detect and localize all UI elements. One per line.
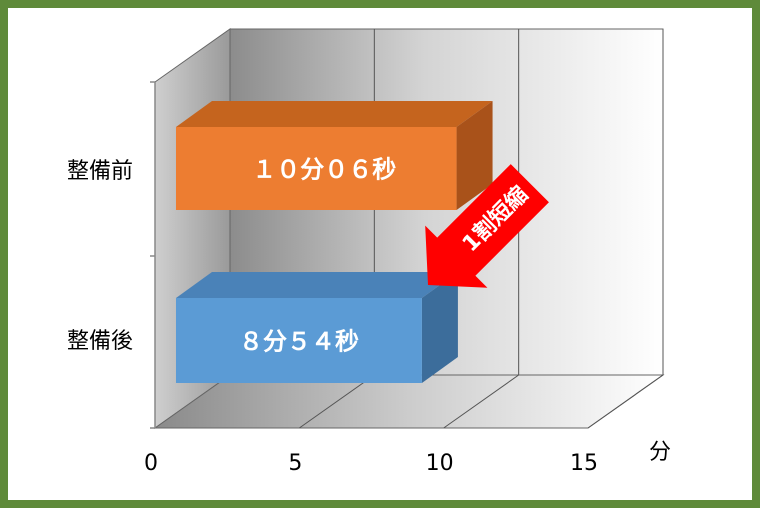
floor-gridline bbox=[299, 374, 375, 429]
floor-gridline bbox=[587, 374, 664, 429]
bar-front-face bbox=[176, 298, 422, 383]
bar-data-label: ８分５４秒 bbox=[239, 328, 359, 356]
x-tick-label: 10 bbox=[426, 451, 454, 476]
bar-1: ８分５４秒 bbox=[176, 272, 458, 383]
category-label-before: 整備前 bbox=[67, 159, 133, 184]
x-tick-label: 15 bbox=[570, 451, 598, 476]
x-tick-label: 0 bbox=[144, 451, 158, 476]
bar-side-face bbox=[421, 272, 458, 383]
bar-top-face bbox=[176, 101, 493, 127]
floor-gridline bbox=[443, 374, 519, 429]
x-axis-label: 分 bbox=[649, 440, 671, 465]
bar-front-face bbox=[176, 127, 457, 210]
bar-data-label: １０分０６秒 bbox=[252, 156, 396, 184]
arrow-shape bbox=[425, 164, 549, 288]
x-tick-label: 5 bbox=[288, 451, 302, 476]
category-label-after: 整備後 bbox=[67, 329, 133, 354]
bar-top-face bbox=[176, 272, 458, 298]
bar-side-face bbox=[456, 101, 493, 210]
x-tick-labels: 0 5 10 15 bbox=[144, 451, 598, 476]
bar-0: １０分０６秒 bbox=[176, 101, 493, 210]
bars: １０分０６秒 ８分５４秒 bbox=[176, 101, 493, 383]
